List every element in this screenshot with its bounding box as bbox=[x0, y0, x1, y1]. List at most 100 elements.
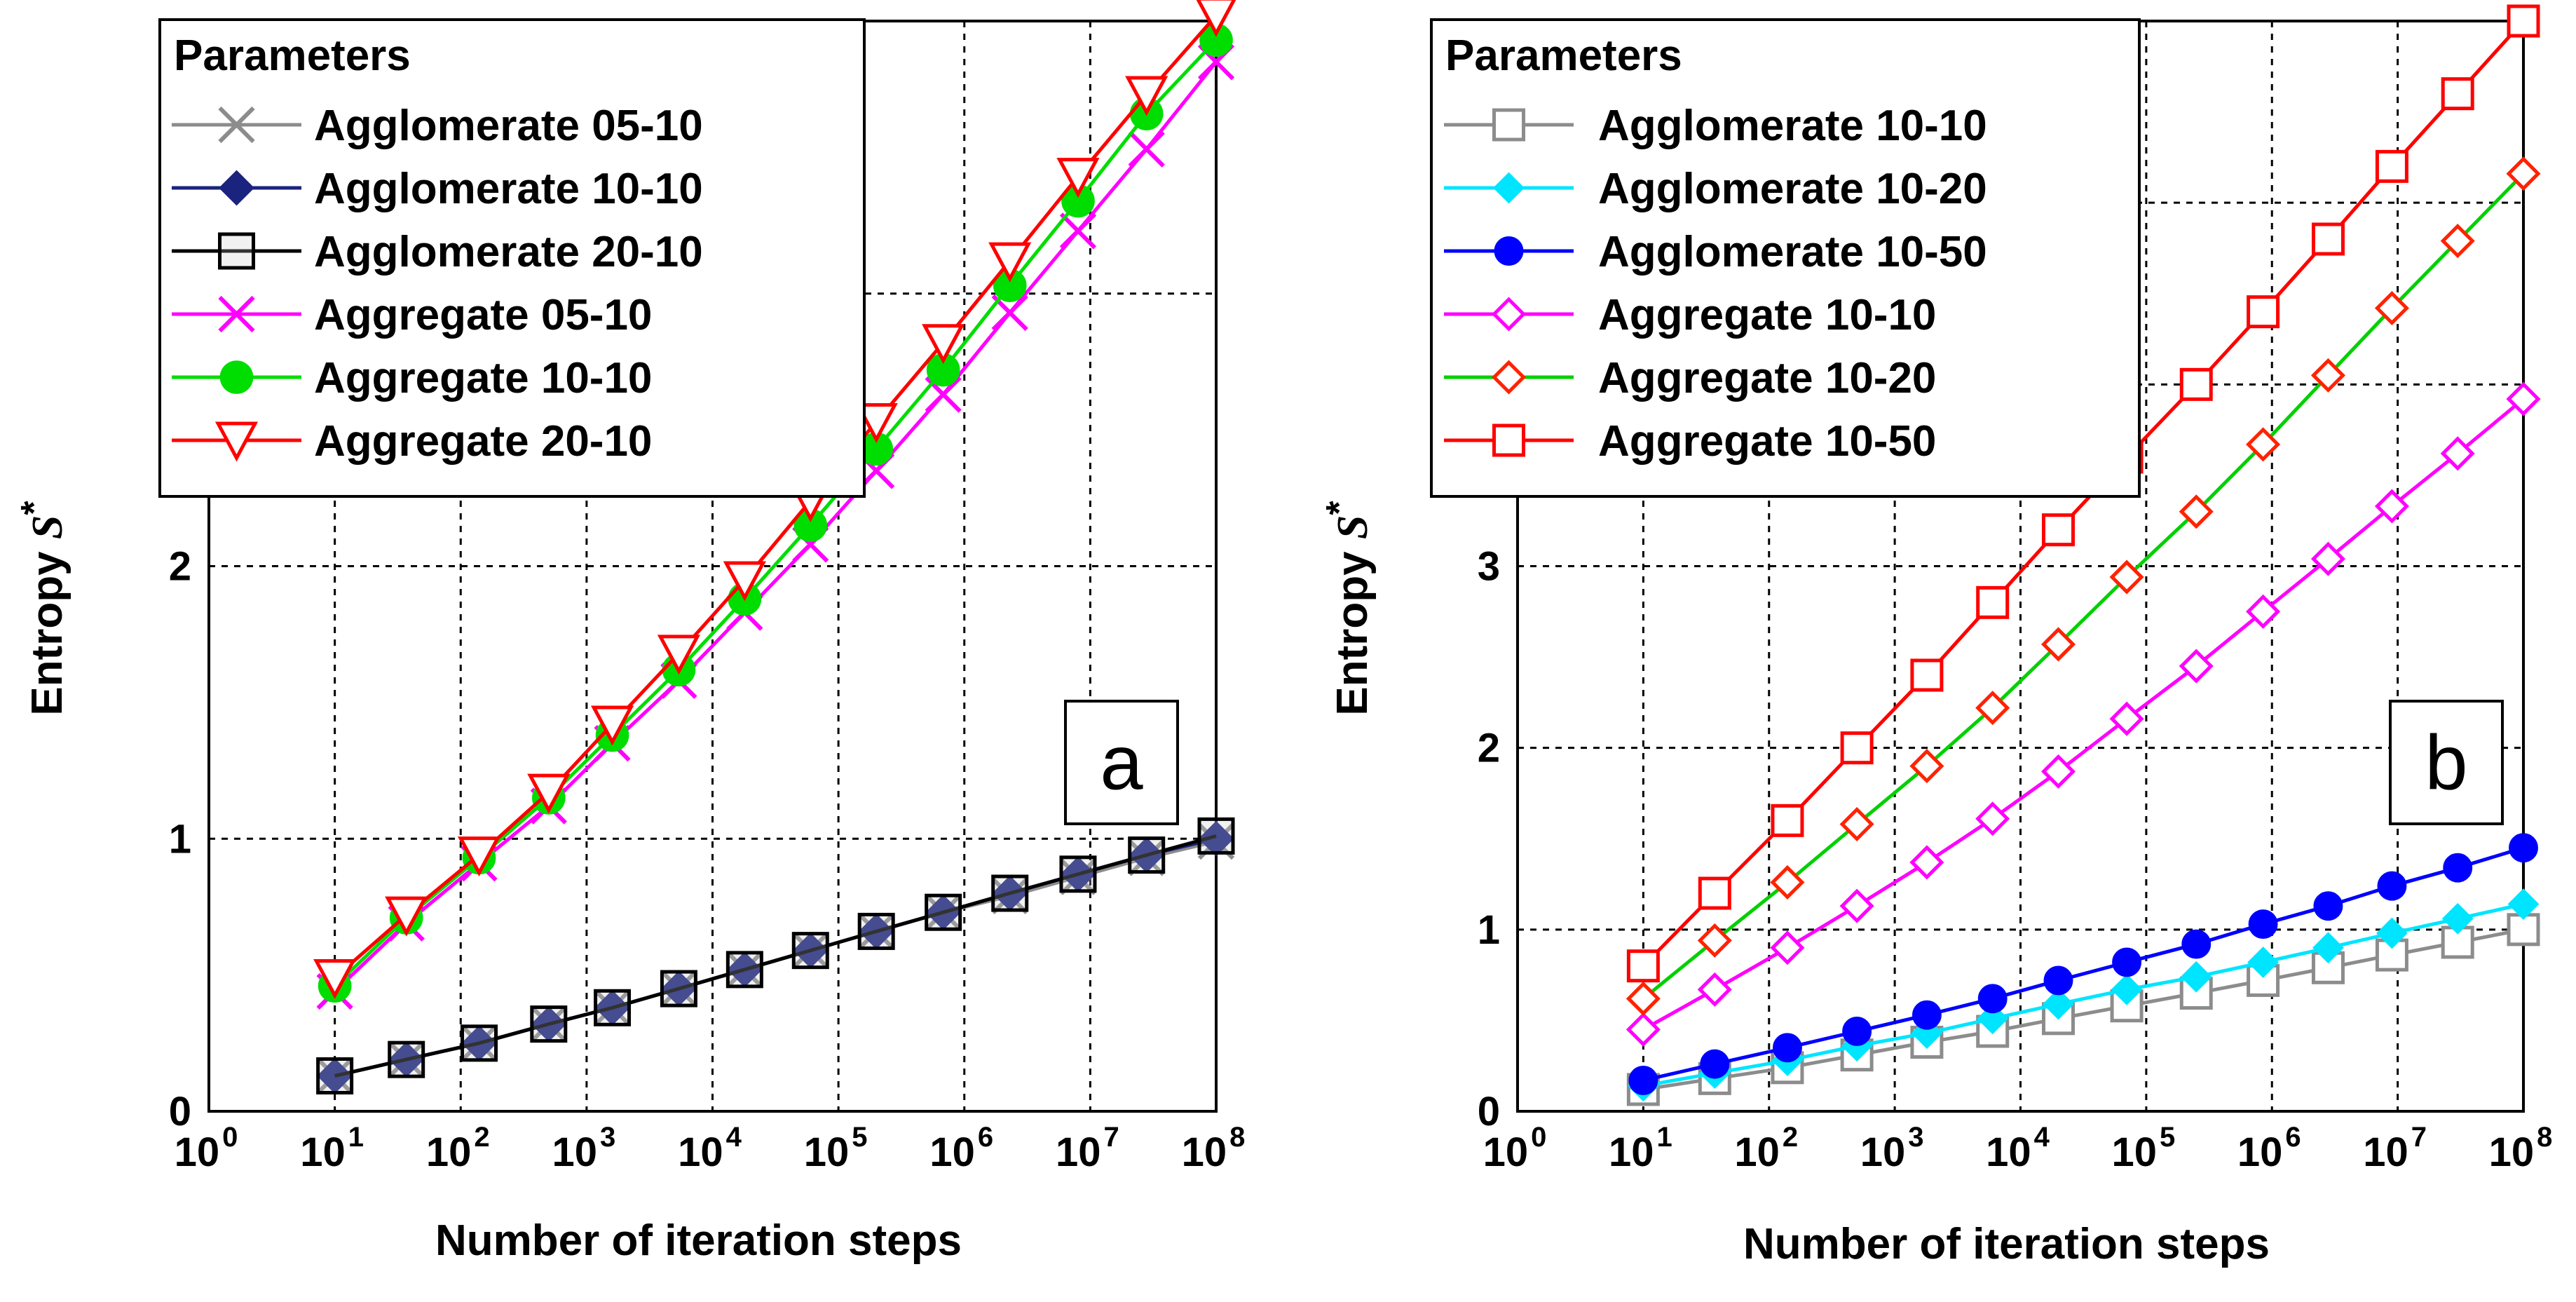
legend-entry: Aggregate 10-50 bbox=[1444, 417, 1936, 466]
data-point bbox=[2179, 494, 2214, 529]
legend-entry: Agglomerate 10-20 bbox=[1444, 165, 1987, 213]
legend-label: Agglomerate 10-20 bbox=[1598, 165, 1987, 213]
data-point bbox=[1770, 864, 1805, 900]
legend-marker bbox=[219, 170, 254, 206]
legend-title: Parameters bbox=[174, 32, 411, 80]
data-point bbox=[2043, 988, 2074, 1020]
data-point bbox=[590, 705, 634, 746]
chart-panel-b: 10 0 10 1 10 2 10 3 10 4 10 5 10 6 10 7 10 8 0 1 2 3 Number of… bbox=[1319, 4, 2552, 1268]
data-point bbox=[1770, 930, 1805, 965]
data-point bbox=[2247, 295, 2280, 329]
legend-marker bbox=[218, 106, 255, 144]
x-tick-label: 10 0 bbox=[175, 1122, 238, 1175]
data-point bbox=[1773, 1033, 1802, 1063]
y-tick-label: 0 bbox=[1478, 1089, 1500, 1134]
data-point bbox=[2376, 917, 2408, 949]
data-point bbox=[2246, 427, 2281, 462]
x-tick-label: 10 0 bbox=[1483, 1122, 1547, 1175]
data-point bbox=[2040, 627, 2076, 662]
data-point bbox=[2041, 513, 2075, 547]
data-point bbox=[2441, 77, 2474, 111]
y-tick-label: 1 bbox=[1478, 907, 1500, 953]
series-aggregate-10-10 bbox=[1626, 381, 2541, 1047]
data-point bbox=[1910, 658, 1944, 692]
data-point bbox=[2509, 833, 2538, 863]
data-point bbox=[1842, 1017, 1872, 1046]
legend-entry: Aggregate 20-10 bbox=[172, 417, 652, 466]
legend-marker bbox=[214, 421, 259, 462]
series-aggregate-10-20 bbox=[1626, 156, 2541, 1016]
data-point bbox=[2248, 909, 2278, 940]
legend-box bbox=[1430, 18, 2141, 498]
data-point bbox=[385, 896, 428, 937]
legend-marker bbox=[218, 232, 255, 270]
data-point bbox=[854, 402, 898, 443]
data-point bbox=[2311, 222, 2345, 256]
series-agglomerate-20-10 bbox=[316, 817, 1235, 1094]
x-axis-title: Number of iteration steps bbox=[435, 1216, 962, 1265]
x-tick-label: 10 1 bbox=[300, 1122, 364, 1175]
series-agglomerate-10-10 bbox=[1626, 913, 2540, 1106]
legend-marker bbox=[1493, 172, 1525, 204]
panel-label-box bbox=[1064, 700, 1179, 825]
data-point bbox=[2112, 947, 2142, 977]
legend-box bbox=[158, 18, 866, 498]
legend-marker bbox=[1492, 423, 1525, 457]
data-point bbox=[1128, 130, 1165, 168]
data-point bbox=[313, 959, 357, 999]
data-point bbox=[725, 951, 763, 989]
data-point bbox=[657, 635, 701, 675]
legend-label: Agglomerate 20-10 bbox=[314, 228, 703, 276]
series-aggregate-20-10 bbox=[313, 0, 1236, 999]
legend-entry: Agglomerate 10-50 bbox=[1444, 228, 1987, 276]
x-tick-label: 10 7 bbox=[1056, 1122, 1119, 1175]
x-tick-label: 10 7 bbox=[2363, 1122, 2427, 1175]
legend-label: Agglomerate 10-10 bbox=[1598, 102, 1987, 150]
legend-label: Agglomerate 10-10 bbox=[314, 165, 703, 213]
data-point bbox=[2043, 965, 2073, 996]
data-point bbox=[1975, 691, 2010, 726]
x-tick-label: 10 4 bbox=[678, 1122, 742, 1175]
data-point bbox=[1771, 803, 1804, 837]
legend-marker bbox=[1494, 236, 1524, 266]
data-point bbox=[2179, 649, 2214, 684]
legend: Parameters Agglomerate 05-10 Agglomerate 1… bbox=[158, 18, 866, 498]
data-point bbox=[1697, 923, 1732, 958]
legend-label: Aggregate 10-10 bbox=[314, 354, 652, 402]
x-tick-label: 10 2 bbox=[1734, 1122, 1798, 1175]
y-tick-label: 3 bbox=[1478, 544, 1500, 590]
y-tick-label: 0 bbox=[169, 1089, 191, 1134]
data-point bbox=[527, 773, 571, 814]
data-point bbox=[2507, 888, 2540, 920]
data-point bbox=[1059, 855, 1097, 893]
data-point bbox=[2507, 4, 2540, 38]
panel-label: a bbox=[1100, 720, 1143, 806]
x-tick-label: 10 2 bbox=[426, 1122, 490, 1175]
panel-label: b bbox=[2425, 720, 2467, 806]
legend-marker bbox=[1491, 297, 1527, 332]
data-point bbox=[1976, 585, 2010, 619]
x-tick-label: 10 6 bbox=[2237, 1122, 2301, 1175]
legend-label: Aggregate 05-10 bbox=[314, 291, 652, 339]
data-point bbox=[1197, 817, 1235, 855]
data-point bbox=[2109, 560, 2144, 595]
legend-marker bbox=[1491, 360, 1527, 395]
data-point bbox=[991, 874, 1029, 912]
legend-title: Parameters bbox=[1445, 32, 1682, 80]
y-tick-label: 2 bbox=[1478, 726, 1500, 771]
data-point bbox=[1698, 876, 1731, 910]
data-point bbox=[1196, 0, 1236, 37]
chart-panel-a: 10 0 10 1 10 2 10 3 10 4 10 5 10 6 10 7 10 8 0 1 2 Number of … bbox=[14, 0, 1245, 1265]
data-point bbox=[2443, 853, 2473, 883]
data-point bbox=[1128, 836, 1166, 874]
x-axis-title: Number of iteration steps bbox=[1743, 1220, 2270, 1268]
data-point bbox=[1909, 749, 1944, 784]
data-point bbox=[2313, 891, 2343, 921]
data-point bbox=[1628, 1065, 1658, 1095]
series-line bbox=[1642, 398, 2525, 1031]
data-point bbox=[1975, 801, 2010, 836]
data-point bbox=[2441, 902, 2474, 935]
data-point bbox=[1839, 888, 1874, 923]
series-agglomerate-10-50 bbox=[1628, 833, 2538, 1095]
